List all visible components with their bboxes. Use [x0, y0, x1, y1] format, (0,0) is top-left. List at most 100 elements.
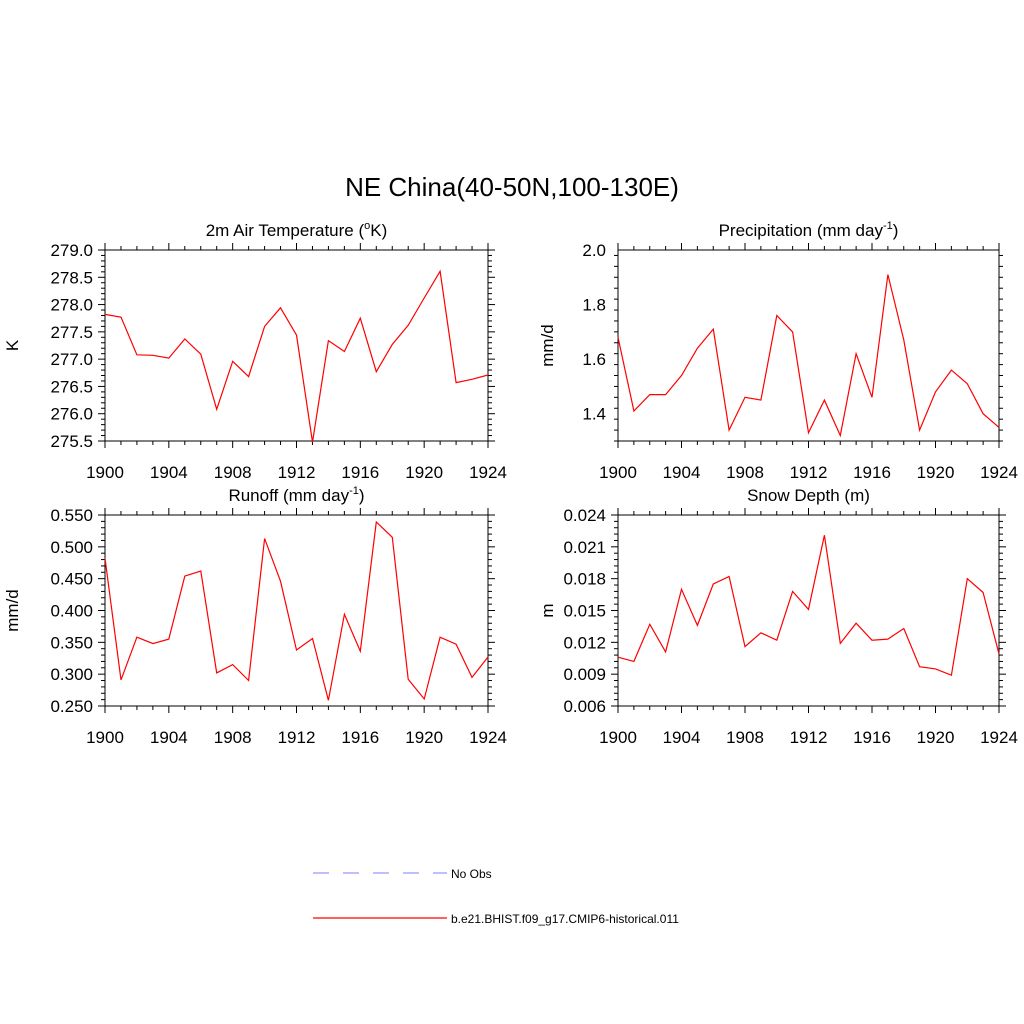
data-point: [617, 337, 618, 338]
data-point: [792, 591, 793, 592]
data-point: [840, 435, 841, 436]
y-tick-label: 279.0: [50, 241, 93, 260]
y-tick-label: 1.4: [582, 405, 606, 424]
data-point: [824, 535, 825, 536]
y-tick-label: 277.5: [50, 323, 93, 342]
series-line: [104, 269, 489, 443]
data-point: [919, 429, 920, 430]
y-axis-label: m: [538, 603, 557, 617]
data-point: [376, 521, 377, 522]
x-tick-label: 1920: [405, 728, 443, 747]
data-point: [729, 429, 730, 430]
data-point: [951, 675, 952, 676]
data-point: [487, 656, 488, 657]
y-tick-label: 0.400: [50, 602, 93, 621]
data-point: [455, 644, 456, 645]
x-tick-label: 1904: [663, 463, 701, 482]
y-tick-label: 278.5: [50, 268, 93, 287]
data-point: [264, 538, 265, 539]
panel-1: 1900 1904 1908 1912 1916 1920 1924 275.5 276.0 27…: [3, 220, 507, 482]
panel-2: 1900 1904 1908 1912 1916 1920 1924 1.4 1.6 1.8 2.0…: [538, 220, 1018, 482]
series-line: [617, 535, 1000, 677]
x-tick-label: 1924: [980, 463, 1018, 482]
panel-4: 1900 1904 1908 1912 1916 1920 1924 0.006 0.009 0.…: [538, 486, 1018, 747]
data-point: [681, 589, 682, 590]
x-tick-label: 1908: [214, 728, 252, 747]
plot-frame: [617, 514, 1000, 707]
data-point: [935, 391, 936, 392]
data-point: [344, 351, 345, 352]
y-tick-label: 0.024: [563, 506, 606, 525]
series-line: [617, 274, 1000, 438]
data-point: [856, 353, 857, 354]
data-point: [729, 576, 730, 577]
data-point: [200, 570, 201, 571]
y-tick-label: 0.012: [563, 633, 606, 652]
data-point: [296, 649, 297, 650]
data-point: [983, 592, 984, 593]
data-point: [697, 348, 698, 349]
data-point: [296, 335, 297, 336]
y-tick-label: 275.5: [50, 432, 93, 451]
data-point: [152, 355, 153, 356]
y-tick-label: 276.0: [50, 405, 93, 424]
y-tick-label: 0.018: [563, 570, 606, 589]
data-point: [998, 653, 999, 654]
data-point: [856, 623, 857, 624]
x-tick-label: 1908: [726, 728, 764, 747]
y-axis-label: mm/d: [538, 324, 557, 367]
panel-title: Snow Depth (m): [747, 486, 870, 505]
data-point: [808, 432, 809, 433]
data-point: [312, 638, 313, 639]
x-tick-label: 1924: [980, 728, 1018, 747]
data-point: [184, 576, 185, 577]
data-point: [168, 357, 169, 358]
data-point: [792, 331, 793, 332]
data-point: [104, 314, 105, 315]
data-point: [887, 639, 888, 640]
data-point: [471, 379, 472, 380]
data-point: [424, 698, 425, 699]
data-point: [808, 609, 809, 610]
data-point: [760, 632, 761, 633]
x-tick-label: 1924: [469, 463, 507, 482]
plot-frame: [104, 514, 489, 707]
x-tick-label: 1912: [278, 463, 316, 482]
legend: No Obs b.e21.BHIST.f09_g17.CMIP6-historic…: [313, 867, 679, 926]
y-tick-label: 0.450: [50, 570, 93, 589]
data-point: [824, 399, 825, 400]
y-tick-label: 276.5: [50, 377, 93, 396]
legend-label: No Obs: [451, 867, 492, 881]
data-point: [248, 680, 249, 681]
data-point: [919, 666, 920, 667]
data-point: [617, 657, 618, 658]
data-point: [649, 624, 650, 625]
x-tick-label: 1900: [86, 463, 124, 482]
data-point: [312, 441, 313, 442]
x-tick-label: 1900: [599, 728, 637, 747]
x-tick-label: 1904: [663, 728, 701, 747]
y-tick-label: 0.015: [563, 602, 606, 621]
series-line: [104, 520, 489, 701]
data-point: [633, 661, 634, 662]
data-point: [967, 383, 968, 384]
data-point: [360, 651, 361, 652]
panel-title: Runoff (mm day-1): [228, 485, 364, 505]
panel-title: Precipitation (mm day-1): [719, 220, 899, 240]
data-point: [360, 318, 361, 319]
data-point: [264, 326, 265, 327]
data-point: [887, 274, 888, 275]
x-tick-label: 1904: [150, 728, 188, 747]
data-point: [136, 637, 137, 638]
data-point: [104, 558, 105, 559]
data-point: [903, 339, 904, 340]
data-point: [232, 664, 233, 665]
data-point: [440, 271, 441, 272]
x-tick-label: 1920: [917, 728, 955, 747]
data-point: [344, 614, 345, 615]
data-point: [903, 628, 904, 629]
data-point: [681, 375, 682, 376]
data-point: [424, 297, 425, 298]
data-point: [232, 361, 233, 362]
y-tick-label: 0.500: [50, 538, 93, 557]
